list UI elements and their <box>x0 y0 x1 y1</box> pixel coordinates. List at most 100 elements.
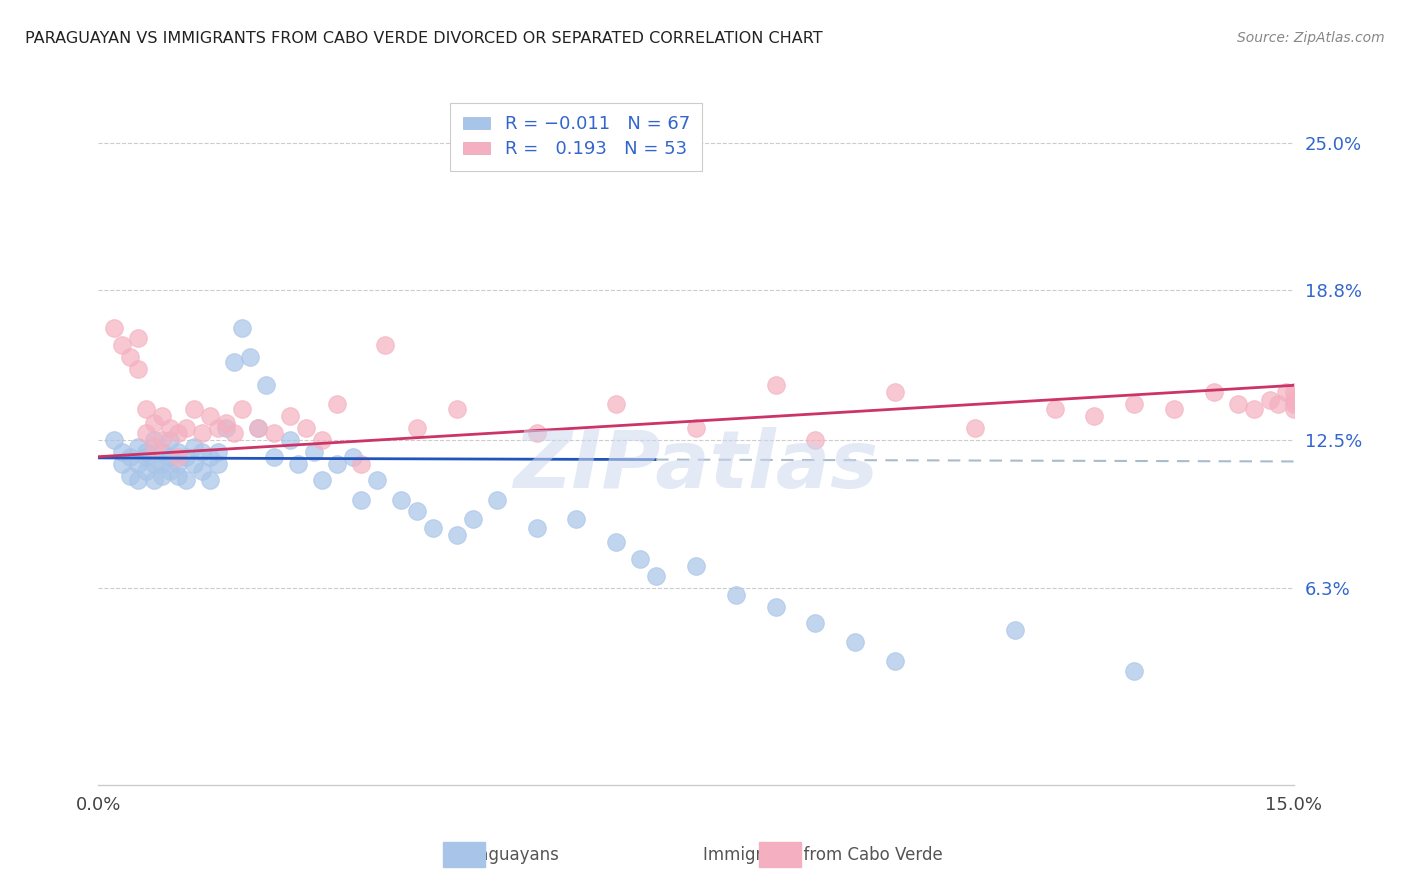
Point <box>215 417 238 431</box>
Point <box>183 440 205 454</box>
Point <box>278 409 301 424</box>
Point <box>159 450 181 464</box>
Point <box>127 457 149 471</box>
Point <box>263 450 285 464</box>
Point <box>526 521 548 535</box>
Point <box>765 378 787 392</box>
Point <box>150 445 173 459</box>
Point <box>605 535 627 549</box>
Point <box>1258 392 1281 407</box>
Point <box>1282 385 1305 400</box>
Point <box>135 450 157 464</box>
Point <box>143 457 166 471</box>
Point <box>350 492 373 507</box>
Point <box>215 421 238 435</box>
Point <box>174 450 197 464</box>
Legend: R = −0.011   N = 67, R =   0.193   N = 53: R = −0.011 N = 67, R = 0.193 N = 53 <box>450 103 703 171</box>
Point <box>724 588 747 602</box>
Point <box>804 433 827 447</box>
Point <box>278 433 301 447</box>
Point <box>685 421 707 435</box>
Point <box>198 474 221 488</box>
Point <box>143 417 166 431</box>
Point <box>1123 664 1146 678</box>
Text: Source: ZipAtlas.com: Source: ZipAtlas.com <box>1237 31 1385 45</box>
Point <box>963 421 986 435</box>
Point <box>135 445 157 459</box>
Point <box>884 654 907 668</box>
Point <box>167 450 190 464</box>
Point <box>1083 409 1105 424</box>
Point <box>103 433 125 447</box>
Point <box>111 445 134 459</box>
Point <box>167 445 190 459</box>
Point <box>326 457 349 471</box>
Point <box>150 468 173 483</box>
Point <box>111 457 134 471</box>
Point <box>765 599 787 614</box>
Point <box>1043 402 1066 417</box>
Point <box>389 492 412 507</box>
Point <box>135 464 157 478</box>
Point <box>150 409 173 424</box>
Point <box>111 338 134 352</box>
Point <box>804 616 827 631</box>
Point <box>191 464 214 478</box>
Point <box>422 521 444 535</box>
Point <box>135 425 157 440</box>
Point <box>1267 397 1289 411</box>
Point <box>159 433 181 447</box>
Point <box>198 450 221 464</box>
Point <box>120 450 142 464</box>
Point <box>167 457 190 471</box>
Point <box>174 421 197 435</box>
Point <box>103 321 125 335</box>
Point <box>1226 397 1249 411</box>
Point <box>135 402 157 417</box>
Point <box>1282 392 1305 407</box>
Point <box>143 440 166 454</box>
Point <box>461 511 484 525</box>
Point <box>207 457 229 471</box>
Point <box>526 425 548 440</box>
Point <box>1243 402 1265 417</box>
Text: PARAGUAYAN VS IMMIGRANTS FROM CABO VERDE DIVORCED OR SEPARATED CORRELATION CHART: PARAGUAYAN VS IMMIGRANTS FROM CABO VERDE… <box>25 31 823 46</box>
Point <box>120 468 142 483</box>
Point <box>342 450 364 464</box>
Point <box>628 552 651 566</box>
Point <box>311 433 333 447</box>
Point <box>207 421 229 435</box>
Point <box>174 474 197 488</box>
Point <box>127 440 149 454</box>
Point <box>406 504 429 518</box>
Point <box>446 528 468 542</box>
Point <box>246 421 269 435</box>
Point <box>485 492 508 507</box>
Point <box>565 511 588 525</box>
Point <box>127 474 149 488</box>
Point <box>127 331 149 345</box>
Point <box>246 421 269 435</box>
Point <box>1163 402 1185 417</box>
Point <box>191 425 214 440</box>
Point <box>198 409 221 424</box>
Point <box>645 568 668 582</box>
Point <box>159 464 181 478</box>
Text: Paraguayans: Paraguayans <box>453 846 560 863</box>
Point <box>294 421 316 435</box>
Point <box>1123 397 1146 411</box>
Point <box>167 425 190 440</box>
Point <box>263 425 285 440</box>
Point <box>1202 385 1225 400</box>
Point <box>1282 402 1305 417</box>
Point <box>287 457 309 471</box>
Point <box>374 338 396 352</box>
Point <box>143 474 166 488</box>
Point <box>127 361 149 376</box>
Point <box>366 474 388 488</box>
Point <box>120 350 142 364</box>
Point <box>191 445 214 459</box>
Point <box>150 457 173 471</box>
Text: Immigrants from Cabo Verde: Immigrants from Cabo Verde <box>703 846 942 863</box>
Point <box>406 421 429 435</box>
